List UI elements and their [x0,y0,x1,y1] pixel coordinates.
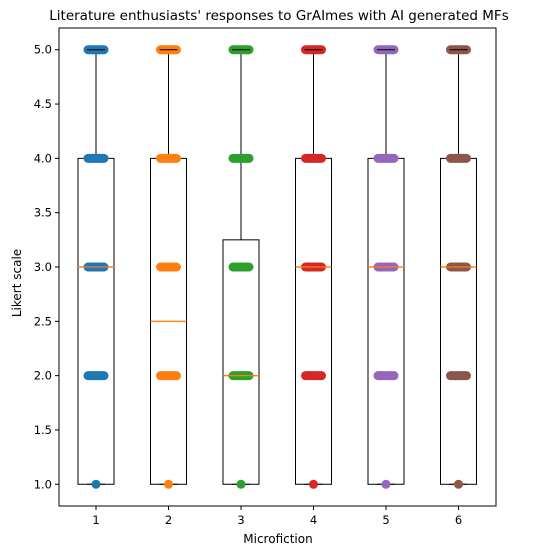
box-iqr [222,239,260,485]
plot-area: 1.0 1.5 2.0 2.5 3.0 3.5 4.0 4.5 5.0 1 2 3 4 5 6 [34,27,497,527]
axes-frame [58,27,497,507]
chart-title: Literature enthusiasts' responses to GrA… [49,8,508,24]
x-tick-label: 5 [382,513,389,527]
box-iqr [367,157,405,485]
y-tick-label: 3.0 [34,260,52,274]
y-tick-label: 1.0 [34,477,52,491]
y-tick-label: 3.5 [34,206,52,220]
x-tick-label: 2 [165,513,172,527]
y-tick-label: 5.0 [34,43,52,57]
x-axis-label: Microfiction [243,532,312,546]
x-tick-label: 3 [237,513,244,527]
y-tick-label: 2.5 [34,314,52,328]
x-tick-label: 1 [92,513,99,527]
box-iqr [440,157,477,485]
y-tick-label: 4.5 [34,97,52,111]
box-iqr [77,157,115,485]
x-tick-label: 6 [455,513,462,527]
box-iqr [295,157,332,485]
y-tick-label: 2.0 [34,369,52,383]
y-tick-label: 1.5 [34,423,52,437]
y-axis-label: Likert scale [10,249,24,317]
x-tick-label: 4 [310,513,317,527]
y-tick-label: 4.0 [34,151,52,165]
